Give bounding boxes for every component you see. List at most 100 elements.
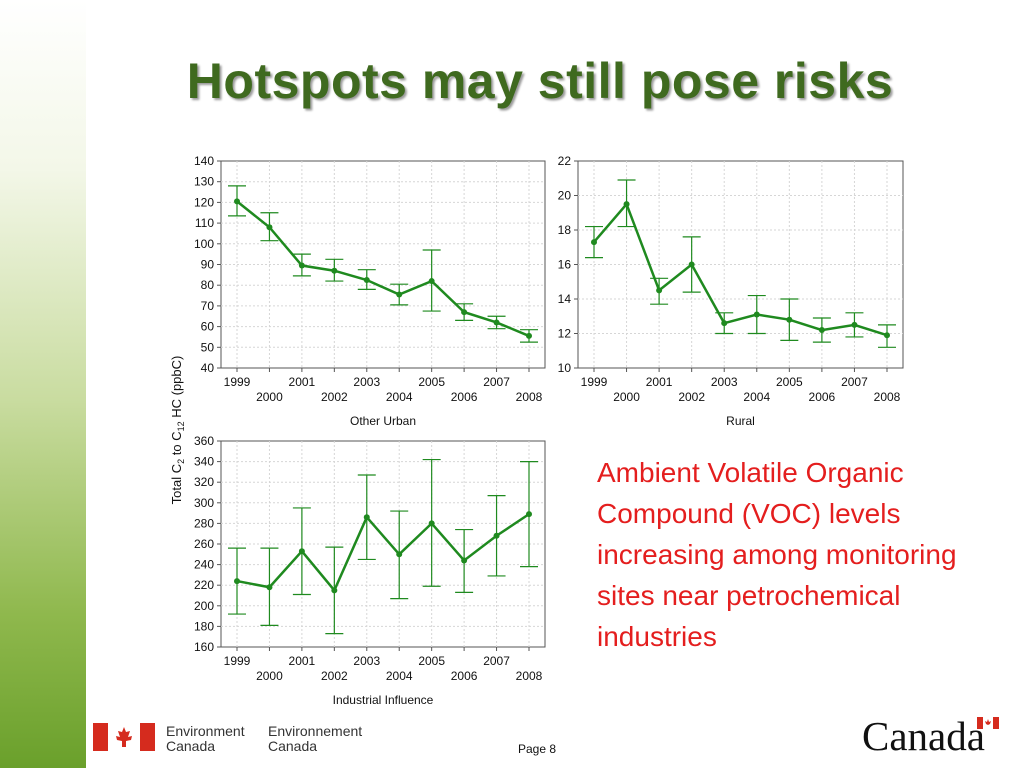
wordmark-flag-icon xyxy=(977,717,999,729)
x-tick-label: 2000 xyxy=(256,390,283,404)
x-tick-label: 2004 xyxy=(386,669,413,683)
data-point xyxy=(298,548,305,555)
data-point xyxy=(623,201,630,208)
data-point xyxy=(688,261,695,268)
x-tick-label: 2006 xyxy=(451,390,478,404)
y-tick-label: 200 xyxy=(194,599,214,613)
series-line xyxy=(236,200,530,338)
data-point xyxy=(526,332,532,339)
x-tick-label: 2002 xyxy=(321,669,348,683)
agency-en-line2: Canada xyxy=(166,738,216,754)
page-number: Page 8 xyxy=(518,742,557,756)
y-tick-label: 300 xyxy=(194,496,214,510)
y-tick-label: 60 xyxy=(201,320,215,334)
x-axis-label: Other Urban xyxy=(350,414,416,428)
y-tick-label: 220 xyxy=(194,578,214,592)
voc-annotation: Ambient Volatile Organic Compound (VOC) … xyxy=(597,457,957,652)
series-line xyxy=(593,201,888,337)
x-tick-label: 2004 xyxy=(743,390,770,404)
data-point xyxy=(461,557,468,564)
y-tick-label: 12 xyxy=(558,327,572,341)
x-tick-label: 1999 xyxy=(224,375,251,389)
x-tick-label: 2004 xyxy=(386,390,413,404)
data-point xyxy=(363,514,370,521)
y-tick-label: 22 xyxy=(558,154,572,168)
y-tick-label: 180 xyxy=(194,619,214,633)
data-point xyxy=(884,332,890,339)
y-tick-label: 260 xyxy=(194,537,214,551)
x-tick-label: 2000 xyxy=(613,390,640,404)
y-tick-label: 110 xyxy=(195,216,214,230)
x-axis-label: Rural xyxy=(726,414,755,428)
x-tick-label: 2002 xyxy=(678,390,705,404)
data-point xyxy=(656,287,663,294)
y-tick-label: 320 xyxy=(194,475,214,489)
x-tick-label: 2000 xyxy=(256,669,283,683)
y-tick-label: 160 xyxy=(194,640,214,654)
x-tick-label: 2006 xyxy=(451,669,478,683)
y-tick-label: 16 xyxy=(558,258,572,272)
y-tick-label: 120 xyxy=(194,195,214,209)
x-tick-label: 1999 xyxy=(581,375,608,389)
data-point xyxy=(786,316,793,323)
y-tick-label: 40 xyxy=(201,361,215,375)
x-tick-label: 2007 xyxy=(483,375,510,389)
y-tick-label: 14 xyxy=(558,292,572,306)
y-tick-label: 140 xyxy=(194,154,214,168)
x-tick-label: 2002 xyxy=(321,390,348,404)
data-point xyxy=(493,532,500,539)
data-point xyxy=(266,584,273,591)
data-point xyxy=(396,291,403,298)
x-tick-label: 2008 xyxy=(874,390,901,404)
x-axis-label: Industrial Influence xyxy=(333,693,434,707)
data-point xyxy=(331,267,338,274)
plot-frame xyxy=(577,160,904,369)
data-point xyxy=(851,321,858,328)
y-tick-label: 360 xyxy=(194,434,214,448)
y-tick-label: 50 xyxy=(201,340,215,354)
x-tick-label: 2008 xyxy=(516,390,543,404)
x-tick-label: 2001 xyxy=(646,375,673,389)
agency-fr-line2: Canada xyxy=(268,738,318,754)
series-line xyxy=(236,513,530,593)
data-point xyxy=(234,198,240,205)
data-point xyxy=(721,320,728,327)
y-axis-label: Total C2 to C12 HC (ppbC) xyxy=(169,356,186,505)
data-point xyxy=(428,520,435,527)
x-tick-label: 2008 xyxy=(516,669,543,683)
y-tick-label: 90 xyxy=(201,258,215,272)
y-tick-label: 280 xyxy=(194,516,214,530)
data-point xyxy=(331,587,338,594)
x-tick-label: 2001 xyxy=(289,375,316,389)
x-tick-label: 2003 xyxy=(353,654,380,668)
data-point xyxy=(428,278,435,285)
y-tick-label: 130 xyxy=(194,175,214,189)
y-tick-label: 100 xyxy=(194,237,214,251)
data-point xyxy=(461,309,468,316)
x-tick-label: 2005 xyxy=(418,654,445,668)
x-tick-label: 2007 xyxy=(841,375,868,389)
canada-wordmark: Canada xyxy=(862,713,985,759)
data-point xyxy=(493,319,500,326)
data-point xyxy=(591,239,597,246)
x-tick-label: 2006 xyxy=(809,390,836,404)
data-point xyxy=(266,224,273,231)
x-tick-label: 2001 xyxy=(289,654,316,668)
x-tick-label: 2007 xyxy=(483,654,510,668)
y-tick-label: 18 xyxy=(558,223,572,237)
x-tick-label: 1999 xyxy=(224,654,251,668)
agency-fr-line1: Environnement xyxy=(268,723,363,739)
agency-name-french: Environnement Canada xyxy=(268,724,362,754)
slide-title: Hotspots may still pose risks xyxy=(186,53,894,109)
y-tick-label: 240 xyxy=(194,558,214,572)
y-tick-label: 20 xyxy=(558,189,572,203)
x-tick-label: 2005 xyxy=(776,375,803,389)
data-point xyxy=(526,511,532,518)
agency-name-english: Environment Canada xyxy=(166,724,245,754)
x-tick-label: 2003 xyxy=(353,375,380,389)
data-point xyxy=(298,262,305,269)
y-tick-label: 70 xyxy=(201,299,215,313)
x-tick-label: 2003 xyxy=(711,375,738,389)
data-point xyxy=(818,327,825,334)
